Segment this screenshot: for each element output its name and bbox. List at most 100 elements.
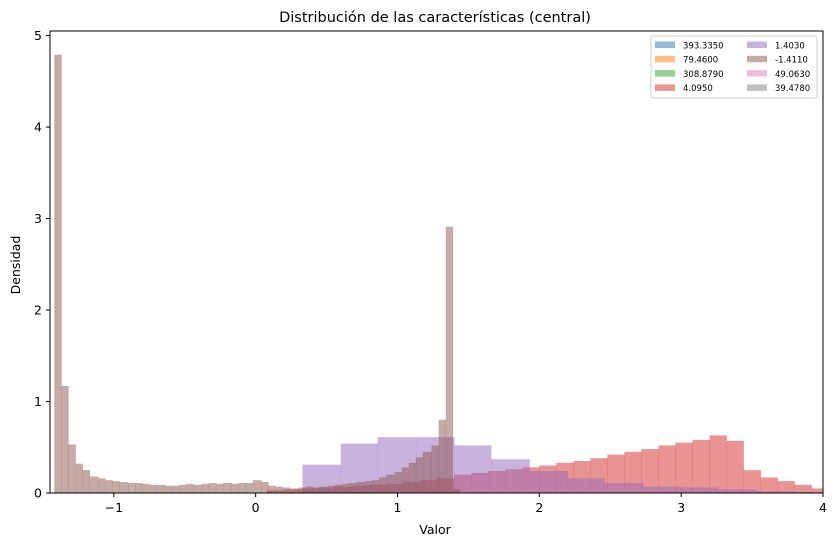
bar-series-5-0 [54, 54, 62, 493]
bar-series-5-45 [386, 474, 395, 493]
bar-series-3-29 [760, 477, 778, 493]
bar-series-4-5 [491, 459, 530, 493]
x-tick-label: 0 [252, 500, 260, 515]
bar-series-5-44 [379, 477, 387, 493]
bar-series-5-35 [312, 487, 320, 493]
bar-series-5-49 [415, 457, 424, 493]
bar-series-5-9 [119, 482, 129, 493]
bar-series-4-7 [567, 478, 605, 493]
legend: 393.3350 79.4600 308.8790 4.0950 1.4030 -1.41… [650, 35, 818, 99]
bar-series-4-4 [454, 445, 492, 493]
histogram-bars [54, 54, 824, 493]
bar-series-5-1 [61, 385, 69, 493]
bar-series-5-39 [342, 483, 350, 493]
bar-series-5-38 [335, 484, 343, 493]
bar-series-5-18 [186, 483, 194, 493]
bar-series-3-32 [811, 488, 824, 493]
legend-label: 4.0950 [683, 84, 713, 94]
bar-series-5-20 [201, 483, 210, 493]
series-5-bars [54, 54, 461, 493]
legend-label: 79.4600 [683, 56, 718, 66]
legend-box [650, 35, 818, 99]
legend-label: 308.8790 [683, 70, 724, 80]
bar-series-5-51 [431, 445, 439, 493]
bar-series-5-47 [401, 467, 410, 493]
bar-series-5-30 [275, 486, 283, 493]
bar-series-5-31 [282, 487, 290, 493]
bar-series-5-27 [252, 480, 262, 493]
bar-series-5-42 [364, 481, 373, 493]
bar-series-5-50 [423, 451, 432, 493]
y-tick-label: 1 [34, 394, 42, 409]
bar-series-5-46 [394, 471, 403, 493]
bar-series-5-4 [82, 470, 91, 493]
legend-swatch [655, 70, 675, 77]
bar-series-5-6 [98, 478, 106, 493]
legend-label: -1.4110 [775, 56, 808, 66]
y-axis-label: Densidad [8, 236, 23, 295]
legend-label: 1.4030 [775, 41, 805, 51]
legend-swatch [747, 41, 767, 48]
x-tick-label: 2 [535, 500, 543, 515]
bar-series-5-17 [179, 484, 187, 493]
legend-swatch [655, 41, 675, 48]
legend-swatch [747, 84, 767, 91]
legend-swatch [747, 70, 767, 77]
bar-series-5-2 [68, 444, 76, 493]
bar-series-5-10 [128, 482, 136, 493]
bar-series-4-11 [718, 489, 757, 493]
bar-series-3-23 [658, 445, 676, 493]
bar-series-5-14 [156, 484, 166, 493]
bar-series-5-8 [112, 481, 120, 493]
x-axis-label: Valor [419, 522, 451, 537]
bar-series-5-53 [445, 226, 454, 493]
bar-series-5-21 [208, 482, 217, 493]
bar-series-5-33 [298, 487, 306, 493]
bar-series-3-24 [675, 442, 693, 493]
bar-series-5-11 [135, 482, 143, 493]
legend-label: 49.0630 [775, 70, 810, 80]
bar-series-3-27 [726, 440, 744, 493]
legend-swatch [747, 55, 767, 63]
bar-series-4-6 [529, 471, 568, 493]
bar-series-5-7 [105, 480, 113, 493]
bar-series-5-43 [371, 480, 380, 493]
x-tick-label: 3 [677, 500, 685, 515]
bar-series-5-15 [164, 485, 173, 493]
bar-series-5-29 [268, 485, 276, 493]
bar-series-5-36 [319, 486, 329, 493]
bar-series-5-22 [215, 483, 224, 493]
bar-series-4-10 [681, 487, 719, 493]
bar-series-5-5 [89, 476, 99, 493]
y-axis: 0 1 2 3 4 5 [34, 28, 50, 501]
x-tick-label: 1 [394, 500, 402, 515]
x-tick-label: −1 [105, 500, 123, 515]
bar-series-5-26 [245, 482, 254, 493]
bar-series-5-28 [261, 482, 269, 493]
bar-series-5-41 [356, 482, 366, 493]
bar-series-5-32 [289, 488, 299, 493]
bar-series-5-52 [438, 419, 447, 493]
bar-series-3-25 [692, 439, 710, 493]
y-tick-label: 0 [34, 486, 42, 501]
bar-series-3-26 [709, 435, 727, 493]
bar-series-5-40 [349, 482, 357, 493]
bar-series-4-9 [642, 486, 682, 493]
bar-series-5-16 [171, 485, 180, 493]
bar-series-5-12 [142, 483, 150, 493]
bar-series-5-24 [231, 483, 239, 493]
legend-swatch [655, 84, 675, 91]
bar-series-5-48 [408, 462, 417, 493]
y-tick-label: 3 [34, 211, 42, 226]
bar-series-3-28 [743, 470, 761, 493]
x-axis: −1 0 1 2 3 4 [105, 493, 827, 515]
bar-series-3-31 [794, 484, 812, 493]
bar-series-5-34 [305, 486, 313, 493]
plot-frame [49, 30, 824, 494]
bar-series-4-8 [604, 482, 644, 493]
bar-series-5-23 [223, 482, 232, 493]
legend-swatch [655, 55, 675, 63]
bar-series-4-12 [756, 491, 795, 493]
bar-series-5-3 [75, 463, 83, 493]
